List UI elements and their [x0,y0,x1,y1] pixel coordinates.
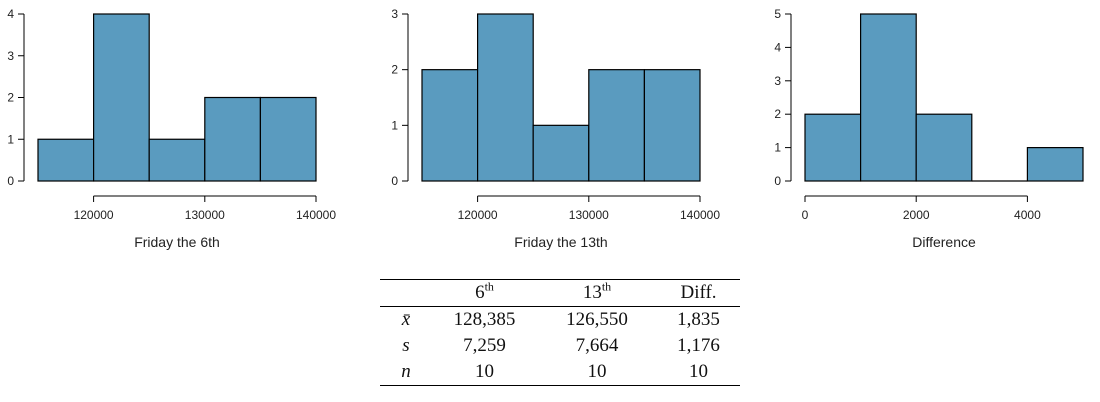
y-tick-label: 4 [774,40,781,54]
histogram-bar [259,96,317,182]
x-axis-label: Difference [912,234,976,250]
y-tick-label: 2 [7,91,14,105]
row-label-sd: s [402,335,410,356]
x-tick-label: 120000 [74,208,114,222]
summary-statistics-table: 6th 13th Diff. x̄ 128,385 126,550 1,835 … [380,279,740,386]
histogram-bar [92,13,150,182]
table-header-blank [380,280,432,307]
table-row-mean: x̄ 128,385 126,550 1,835 [380,307,740,334]
table-header-13th-suffix: th [601,279,612,294]
cell-sd-diff: 1,176 [677,335,720,356]
histogram-bar [859,13,917,182]
x-tick-label: 2000 [903,208,930,222]
y-tick-label: 0 [391,174,398,188]
histogram-bar [1026,147,1084,182]
y-tick-label: 1 [391,118,398,132]
table-row-n: n 10 10 10 [380,359,740,386]
table-header-6th: 6th [432,280,537,307]
cell-mean-diff: 1,835 [677,309,720,330]
table-header-13th-number: 13 [582,282,602,303]
histogram-3: 0 1 2 3 4 5 0 2000 4000 Difference [774,7,1084,250]
cell-mean-6th: 128,385 [453,309,516,330]
cell-n-6th: 10 [475,361,494,382]
cell-n-13th: 10 [587,361,607,382]
table-header-6th-suffix: th [484,279,494,294]
histogram-bar [477,13,534,182]
x-tick-label: 120000 [458,208,498,222]
x-tick-label: 0 [802,208,809,222]
y-tick-label: 0 [7,174,14,188]
histogram-bar [148,138,206,182]
y-tick-label: 2 [774,107,781,121]
table-row-sd: s 7,259 7,664 1,176 [380,333,740,359]
x-tick-label: 130000 [569,208,609,222]
y-tick-label: 2 [391,63,398,77]
histogram-bar [804,113,862,182]
table-header-diff: Diff. [680,282,717,303]
y-tick-label: 3 [391,7,398,21]
y-tick-label: 5 [774,7,781,21]
histogram-bar [643,69,701,182]
histogram-bar [421,69,479,182]
table-header-6th-number: 6 [475,282,485,303]
table-header-13th: 13th [537,280,657,307]
y-tick-label: 0 [774,174,781,188]
table-header-row: 6th 13th Diff. [380,279,740,307]
histogram-bar [588,69,645,182]
row-label-n: n [401,361,411,382]
row-label-mean: x̄ [401,309,411,330]
histogram-bar [37,138,95,182]
x-tick-label: 130000 [185,208,225,222]
cell-sd-13th: 7,664 [575,335,619,356]
x-tick-label: 140000 [680,208,720,222]
x-tick-label: 4000 [1014,208,1041,222]
y-tick-label: 3 [7,49,14,63]
y-tick-label: 1 [774,141,781,155]
y-tick-label: 3 [774,74,781,88]
histogram-1: 0 1 2 3 4 120000 130000 140000 Friday the 6th [7,7,336,250]
histogram-bar [204,96,262,182]
histogram-bar [532,124,590,182]
x-axis-label: Friday the 6th [134,234,220,250]
histogram-bar [915,113,973,182]
x-axis-label: Friday the 13th [514,234,607,250]
cell-n-diff: 10 [689,361,708,382]
y-tick-label: 1 [7,132,14,146]
cell-sd-6th: 7,259 [463,335,506,356]
x-tick-label: 140000 [296,208,336,222]
histogram-2: 0 1 2 3 120000 130000 140000 Friday the 13th [391,7,720,250]
cell-mean-13th: 126,550 [566,309,628,330]
y-tick-label: 4 [7,7,14,21]
